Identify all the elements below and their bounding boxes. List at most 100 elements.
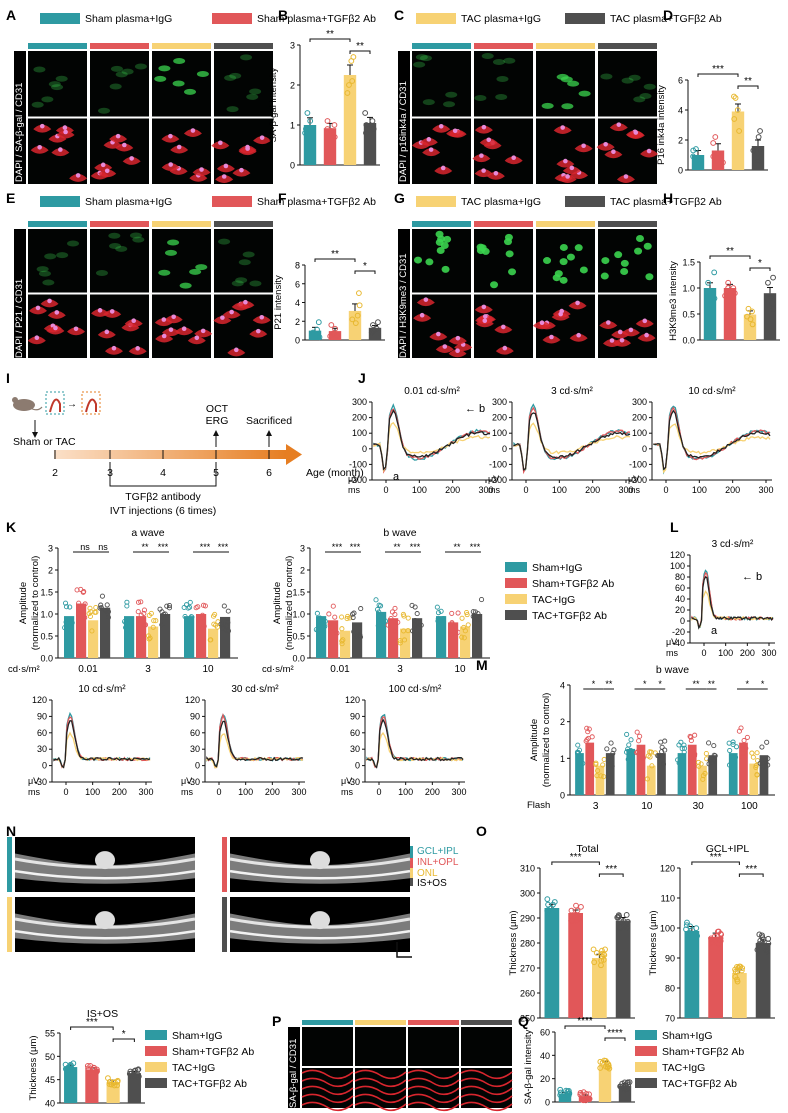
stained-cell xyxy=(541,102,554,109)
y-tick-label: 4 xyxy=(678,106,683,116)
endothelial-cell xyxy=(611,330,630,339)
stained-cell xyxy=(115,245,128,252)
legend-swatch-sham-igg xyxy=(40,13,80,24)
endothelial-cell xyxy=(227,348,246,357)
significance-label: ** xyxy=(692,679,700,689)
data-point xyxy=(405,615,411,621)
nucleus xyxy=(646,148,652,154)
data-point xyxy=(452,630,458,636)
data-point xyxy=(747,316,754,323)
trace-title: 0.01 cd·s/m² xyxy=(404,386,460,397)
significance-label: *** xyxy=(712,64,724,75)
significance-bracket xyxy=(709,255,751,259)
data-point xyxy=(754,946,761,953)
data-point xyxy=(328,322,335,328)
data-point xyxy=(634,729,640,735)
data-point xyxy=(317,615,323,621)
layer-bracket-onl xyxy=(410,868,413,878)
group-color-bar xyxy=(214,43,273,49)
y-tick-label: 1 xyxy=(560,754,565,764)
stain-label-C: DAPI / p16ink4a / CD31 xyxy=(398,81,409,182)
y-tick-label: -200 xyxy=(489,475,507,485)
y-tick-label: 30 xyxy=(190,744,200,754)
layer-bracket-isos xyxy=(410,878,413,886)
stained-cell xyxy=(620,267,629,275)
data-point xyxy=(688,734,694,740)
data-point xyxy=(621,1086,628,1093)
legend-O-tac-igg-swatch xyxy=(145,1062,167,1072)
x-tick-label: 200 xyxy=(585,485,600,495)
significance-bracket xyxy=(749,267,771,271)
data-point xyxy=(146,612,152,618)
nucleus xyxy=(168,162,174,167)
group-color-bar xyxy=(152,43,211,49)
data-point xyxy=(659,749,665,755)
y-tick-label: 2 xyxy=(295,317,300,327)
data-point xyxy=(106,1078,113,1085)
endothelial-cell xyxy=(183,129,202,138)
data-point xyxy=(98,602,104,608)
bar xyxy=(448,622,459,658)
data-point xyxy=(146,636,152,642)
y-tick-label: 90 xyxy=(190,711,200,721)
data-point xyxy=(93,609,99,615)
y-tick-label: 1.5 xyxy=(682,258,695,268)
oct-image-2 xyxy=(7,897,196,952)
data-point xyxy=(598,962,604,969)
significance-bracket xyxy=(309,38,351,42)
legend-O-sham-igg-swatch xyxy=(145,1030,167,1040)
group-color-bar xyxy=(214,221,273,227)
y-tick-label: -30 xyxy=(187,777,200,787)
stained-cell xyxy=(559,243,568,251)
nucleus xyxy=(75,173,81,178)
endothelial-cell xyxy=(187,336,206,345)
micro-panel-1 xyxy=(474,221,533,358)
bar xyxy=(732,973,747,1018)
y-tick-label: -100 xyxy=(489,459,507,469)
vessel xyxy=(460,1093,513,1104)
data-point xyxy=(557,1086,564,1093)
y-unit: μV xyxy=(341,776,352,786)
data-point xyxy=(356,302,363,309)
y-unit: μV xyxy=(488,474,499,484)
nucleus xyxy=(563,158,568,164)
legend-K-sham-igg-swatch xyxy=(505,562,527,572)
significance-bracket xyxy=(349,50,371,54)
data-point xyxy=(717,930,724,937)
data-point xyxy=(141,607,148,613)
bar xyxy=(340,630,351,658)
data-point xyxy=(354,312,361,319)
data-point xyxy=(711,269,718,276)
y-tick-label: 0.5 xyxy=(682,310,695,320)
data-point xyxy=(358,606,364,612)
nucleus xyxy=(426,137,432,142)
y-tick-label: 50 xyxy=(45,1052,55,1062)
significance-bracket xyxy=(354,270,376,274)
data-point xyxy=(349,316,356,323)
y-tick-label: 100 xyxy=(670,561,685,571)
bar xyxy=(592,958,607,1018)
data-point xyxy=(623,912,630,918)
endothelial-cell xyxy=(448,336,467,345)
stained-cell xyxy=(441,265,450,273)
data-point xyxy=(730,754,737,760)
green-channel-image xyxy=(90,229,149,293)
panel-letter-Q: Q xyxy=(518,1013,529,1029)
vessel xyxy=(407,1085,460,1096)
micro-panel-2 xyxy=(533,221,595,358)
stained-cell xyxy=(474,94,487,101)
y-axis-label: Amplitude xyxy=(272,582,283,624)
erg-trace xyxy=(691,575,774,630)
x-tick-label: 100 xyxy=(718,648,733,658)
data-point xyxy=(69,620,75,626)
stained-cell xyxy=(179,282,192,289)
y-axis-label: Amplitude xyxy=(529,719,540,761)
y-tick-label: -40 xyxy=(672,638,685,648)
stained-cell xyxy=(443,235,452,243)
endothelial-cell xyxy=(175,327,194,336)
data-point xyxy=(593,949,600,956)
micro-panel-0 xyxy=(412,221,473,358)
data-point xyxy=(88,609,94,615)
